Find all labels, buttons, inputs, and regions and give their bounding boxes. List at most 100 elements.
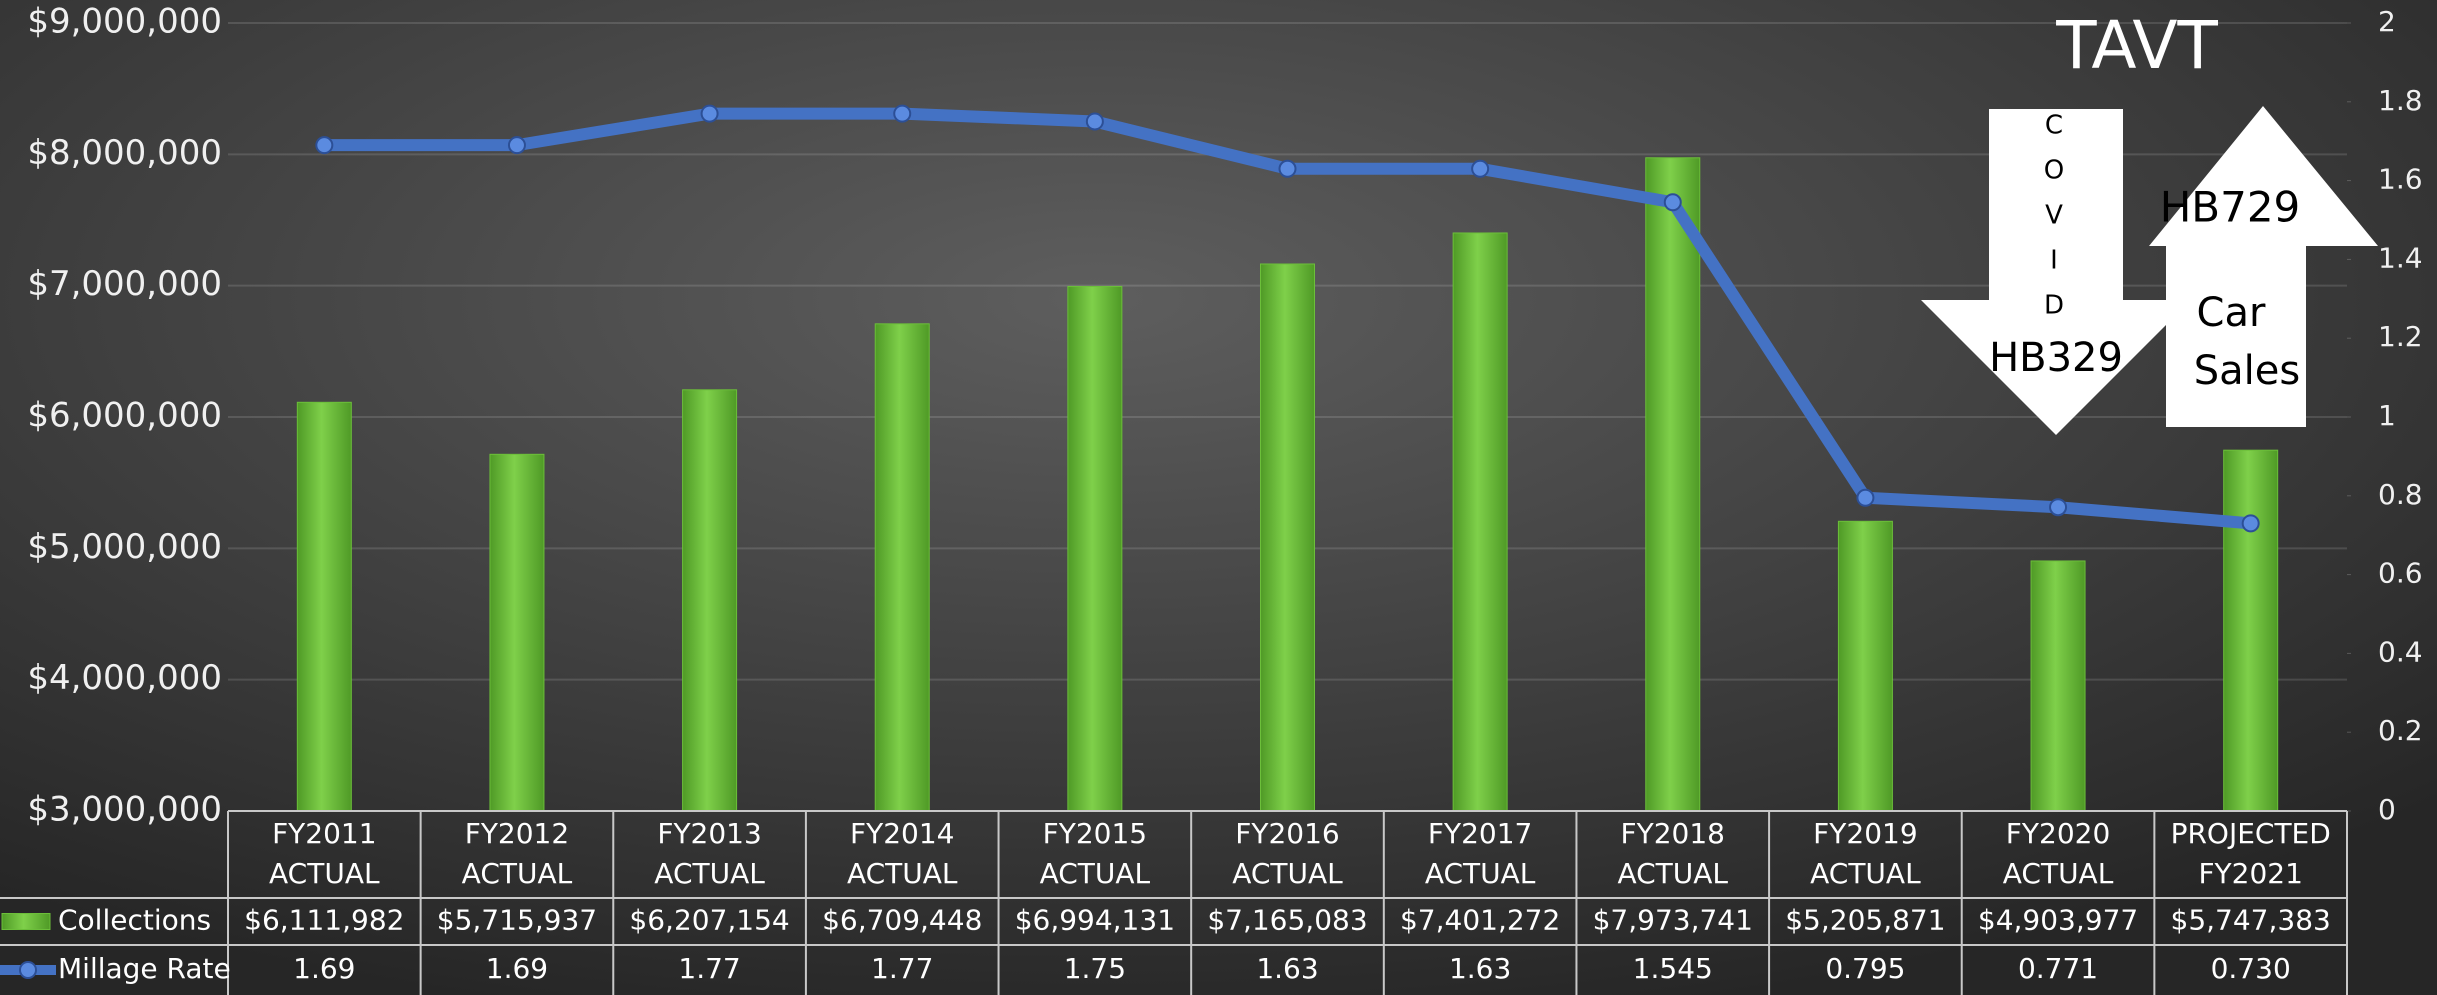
bar	[1452, 232, 1508, 812]
annotation: HB729	[2160, 183, 2301, 232]
bar	[874, 323, 930, 812]
x-tick-label: FY2013	[657, 817, 761, 850]
line-marker	[1856, 488, 1875, 507]
line-marker	[315, 136, 334, 155]
legend-label: Collections	[58, 904, 211, 937]
annotation-letter: V	[2045, 201, 2063, 231]
y-tick-label: $3,000,000	[27, 790, 222, 830]
data-label: 1.75	[1064, 952, 1126, 985]
annotation-title: TAVT	[2055, 7, 2218, 84]
data-label: 0.771	[2018, 952, 2098, 985]
line-marker	[1085, 112, 1104, 131]
x-tick-label: FY2021	[2198, 857, 2302, 890]
data-label: 1.77	[871, 952, 933, 985]
y2-tick-label: 0.2	[2378, 714, 2423, 747]
line-marker	[2049, 498, 2068, 517]
y-tick-label: $5,000,000	[27, 527, 222, 567]
y-tick-label: $6,000,000	[27, 396, 222, 436]
x-tick-label: ACTUAL	[1810, 857, 1921, 890]
x-tick-label: FY2016	[1235, 817, 1339, 850]
x-tick-label: ACTUAL	[2003, 857, 2114, 890]
bar	[1260, 263, 1315, 812]
x-tick-label: FY2018	[1621, 817, 1725, 850]
y-tick-label: $4,000,000	[27, 658, 222, 698]
x-tick-label: FY2014	[850, 817, 954, 850]
down-arrow	[1921, 109, 2191, 435]
legend-label: Millage Rate	[58, 952, 231, 985]
y2-tick-label: 1	[2378, 399, 2396, 432]
x-tick-label: ACTUAL	[269, 857, 380, 890]
data-label: $4,903,977	[1978, 904, 2138, 937]
line-marker	[507, 136, 526, 155]
x-tick-label: ACTUAL	[654, 857, 765, 890]
y-tick-label: $8,000,000	[27, 133, 222, 173]
y-tick-label: $9,000,000	[27, 2, 222, 42]
data-label: $6,709,448	[822, 904, 982, 937]
x-tick-label: ACTUAL	[1425, 857, 1536, 890]
data-label: 1.77	[678, 952, 740, 985]
x-tick-label: FY2020	[2006, 817, 2110, 850]
legend-swatch	[1, 913, 51, 930]
annotation-letter: C	[2045, 111, 2063, 141]
data-label: $6,207,154	[629, 904, 789, 937]
data-label: $7,401,272	[1400, 904, 1560, 937]
line-marker	[1663, 193, 1682, 212]
annotation-letter: D	[2044, 291, 2064, 321]
data-label: $6,994,131	[1015, 904, 1175, 937]
annotation: Car	[2197, 290, 2266, 336]
y2-tick-label: 1.4	[2378, 241, 2423, 274]
line-marker	[893, 104, 912, 123]
data-label: $7,973,741	[1593, 904, 1753, 937]
x-tick-label: ACTUAL	[1232, 857, 1343, 890]
x-tick-label: FY2011	[272, 817, 376, 850]
y2-tick-label: 0	[2378, 793, 2396, 826]
data-label: 1.63	[1449, 952, 1511, 985]
bar	[296, 401, 352, 812]
data-label: 1.69	[293, 952, 355, 985]
x-tick-label: FY2017	[1428, 817, 1532, 850]
y2-tick-label: 1.6	[2378, 163, 2423, 196]
data-label: 0.730	[2211, 952, 2291, 985]
x-tick-label: FY2019	[1813, 817, 1917, 850]
data-table: FY2011 ACTUAL FY2012 ACTUAL FY2013 ACTUAL FY20…	[0, 810, 2348, 995]
x-tick-label: ACTUAL	[847, 857, 958, 890]
bar	[1837, 520, 1893, 812]
data-label: 1.545	[1633, 952, 1713, 985]
line-marker	[700, 104, 719, 123]
y2-tick-label: 0.8	[2378, 478, 2423, 511]
line-marker	[2241, 514, 2260, 533]
y2-tick-label: 2	[2378, 5, 2396, 38]
data-label: $5,715,937	[437, 904, 597, 937]
y2-tick-label: 1.2	[2378, 320, 2423, 353]
annotation: Sales	[2194, 348, 2300, 394]
legend-marker	[19, 961, 37, 979]
bar	[1645, 157, 1701, 812]
annotation-letter: I	[2050, 246, 2058, 276]
x-tick-label: FY2015	[1043, 817, 1147, 850]
data-label: $5,205,871	[1785, 904, 1945, 937]
bar	[489, 453, 545, 812]
data-label: 0.795	[1825, 952, 1905, 985]
data-label: 1.69	[486, 952, 548, 985]
x-tick-label: PROJECTED	[2171, 817, 2331, 850]
x-tick-label: ACTUAL	[1040, 857, 1151, 890]
data-label: $5,747,383	[2171, 904, 2331, 937]
data-label: $7,165,083	[1207, 904, 1367, 937]
annotation: HB329	[1989, 335, 2123, 381]
bar	[682, 389, 738, 812]
y2-tick-label: 1.8	[2378, 84, 2423, 117]
y2-tick-label: 0.6	[2378, 557, 2423, 590]
y2-tick-label: 0.4	[2378, 635, 2423, 668]
up-arrow	[2149, 106, 2378, 427]
bar	[2030, 560, 2086, 812]
annotation-letter: O	[2044, 156, 2064, 186]
bar	[2223, 449, 2279, 812]
x-tick-label: ACTUAL	[1617, 857, 1728, 890]
bar	[1067, 285, 1123, 812]
x-tick-label: ACTUAL	[462, 857, 573, 890]
x-tick-label: FY2012	[465, 817, 569, 850]
y-tick-label: $7,000,000	[27, 264, 222, 304]
